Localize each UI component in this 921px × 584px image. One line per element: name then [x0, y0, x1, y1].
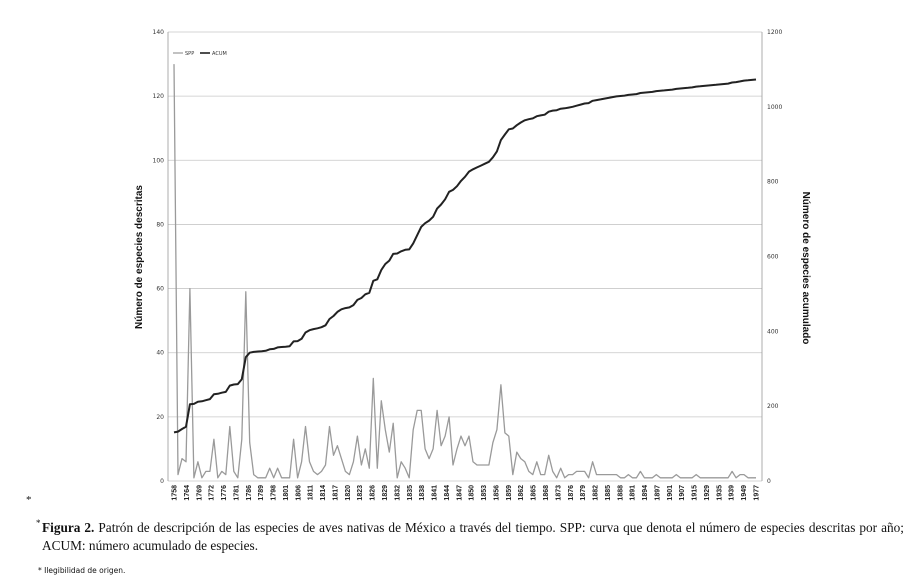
x-tick-label: 1876	[568, 485, 575, 501]
left-tick-label: 80	[156, 221, 164, 228]
x-tick-label: 1879	[580, 485, 587, 501]
x-tick-label: 1772	[209, 485, 216, 501]
x-tick-label: 1801	[283, 485, 290, 501]
x-tick-label: 1853	[481, 485, 488, 501]
x-tick-label: 1847	[456, 485, 463, 501]
x-tick-label: 1862	[518, 485, 525, 501]
chart: 0 20 40 60 80 100 120 140 0 200 400 600 800 1000 1200…	[134, 29, 811, 501]
x-tick-label: 1939	[729, 485, 736, 501]
legend: SPP ACUM	[173, 51, 227, 57]
right-axis-ticks: 0 200 400 600 800 1000 1200	[767, 29, 782, 485]
footnote: * Ilegibilidad de origen.	[38, 566, 126, 575]
x-tick-label: 1786	[246, 485, 253, 501]
x-tick-label: 1859	[506, 485, 513, 501]
x-tick-label: 1873	[555, 485, 562, 501]
right-tick-label: 800	[767, 179, 779, 186]
x-tick-label: 1817	[333, 485, 340, 501]
left-tick-label: 120	[153, 93, 165, 100]
x-tick-label: 1820	[345, 485, 352, 501]
series-lines	[173, 64, 757, 479]
right-tick-label: 600	[767, 254, 779, 261]
left-tick-label: 40	[156, 350, 164, 357]
x-tick-label: 1798	[271, 485, 278, 501]
x-tick-label: 1865	[531, 485, 538, 501]
x-tick-label: 1894	[642, 485, 649, 501]
right-tick-label: 0	[767, 478, 771, 485]
x-tick-label: 1856	[494, 485, 501, 501]
x-tick-label: 1832	[394, 485, 401, 501]
x-tick-label: 1781	[233, 485, 240, 501]
left-tick-label: 100	[153, 157, 165, 164]
x-tick-label: 1844	[444, 485, 451, 501]
caption-label: Figura 2.	[42, 520, 95, 535]
right-axis-title: Número de especies acumulado	[800, 192, 811, 345]
left-tick-label: 60	[156, 286, 164, 293]
x-tick-label: 1826	[370, 485, 377, 501]
x-tick-label: 1811	[308, 485, 315, 500]
left-tick-label: 140	[153, 29, 165, 36]
left-tick-label: 20	[156, 414, 164, 421]
x-tick-label: 1882	[593, 485, 600, 501]
series-line-acum	[173, 78, 757, 434]
left-axis-ticks: 0 20 40 60 80 100 120 140	[153, 29, 165, 485]
x-tick-label: 1789	[258, 485, 265, 501]
x-tick-label: 1841	[432, 485, 439, 501]
x-tick-label: 1897	[654, 485, 661, 501]
x-tick-label: 1949	[741, 485, 748, 501]
right-tick-label: 1200	[767, 29, 782, 36]
x-tick-label: 1977	[754, 485, 761, 501]
right-tick-label: 400	[767, 328, 779, 335]
x-tick-label: 1776	[221, 485, 228, 501]
x-tick-label: 1823	[357, 485, 364, 501]
x-tick-label: 1907	[679, 485, 686, 501]
x-tick-label: 1891	[630, 485, 637, 501]
right-tick-label: 200	[767, 403, 779, 410]
x-tick-label: 1806	[295, 485, 302, 501]
legend-spp-label: SPP	[185, 51, 194, 57]
figure-caption: * Figura 2. Patrón de descripción de las …	[36, 518, 904, 555]
right-tick-label: 1000	[767, 104, 782, 111]
x-tick-label: 1758	[172, 485, 179, 501]
x-tick-label: 1850	[469, 485, 476, 501]
x-tick-label: 1814	[320, 485, 327, 501]
x-tick-label: 1901	[667, 485, 674, 501]
left-tick-label: 0	[160, 478, 164, 485]
caption-asterisk: *	[36, 518, 41, 528]
x-tick-label: 1885	[605, 485, 612, 501]
x-axis-ticks: 1758 1764 1769 1772 1776 1781 1786 1789 1798 1801…	[172, 485, 761, 501]
x-tick-label: 1888	[617, 485, 624, 501]
x-tick-label: 1935	[716, 485, 723, 501]
gridlines	[167, 31, 763, 482]
x-tick-label: 1829	[382, 485, 389, 501]
x-tick-label: 1764	[184, 485, 191, 501]
x-tick-label: 1868	[543, 485, 550, 501]
stray-asterisk: *	[26, 494, 32, 506]
x-tick-label: 1835	[407, 485, 414, 501]
x-tick-label: 1769	[196, 485, 203, 501]
left-axis-title: Número de especies descritas	[134, 185, 145, 329]
x-tick-label: 1929	[704, 485, 711, 501]
caption-text: Patrón de descripción de las especies de…	[42, 520, 904, 553]
x-tick-label: 1915	[692, 485, 699, 501]
x-tick-label: 1838	[419, 485, 426, 501]
legend-acum-label: ACUM	[212, 51, 227, 57]
series-line-spp	[173, 64, 756, 479]
